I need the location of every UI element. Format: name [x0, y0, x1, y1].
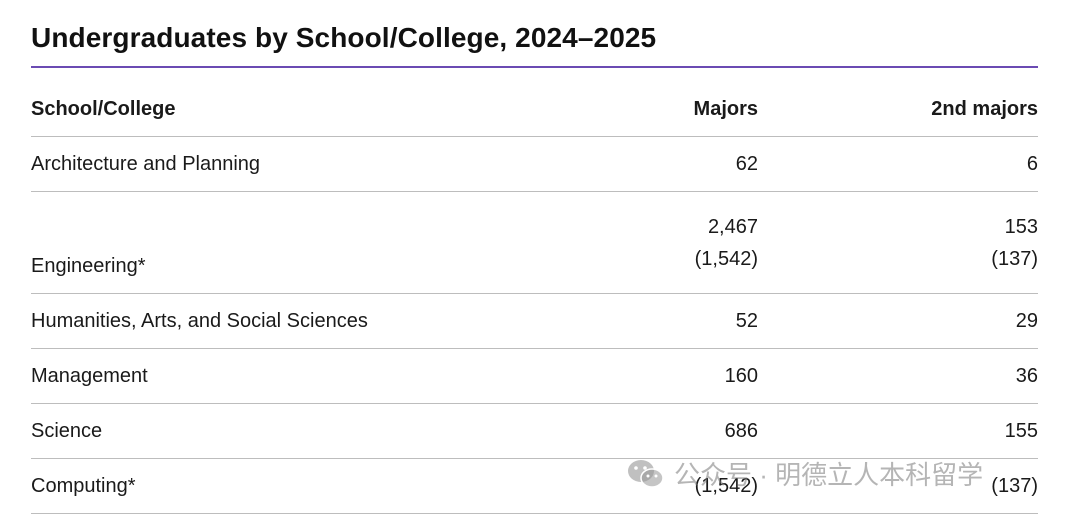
school-name: Management	[31, 348, 618, 404]
majors-cell: 2,467 (1,542)	[618, 191, 758, 294]
second-majors-value: 6	[758, 136, 1038, 192]
page-title: Undergraduates by School/College, 2024–2…	[31, 22, 657, 53]
second-majors-value: 155	[758, 403, 1038, 459]
column-header-second-majors: 2nd majors	[758, 82, 1038, 137]
majors-value: 52	[618, 293, 758, 349]
table-row: Science 686 155	[31, 403, 1038, 459]
majors-value: 2,467	[707, 215, 758, 238]
table-row: Architecture and Planning 62 6	[31, 136, 1038, 192]
second-majors-value: 153	[1004, 215, 1038, 238]
column-header-majors: Majors	[618, 82, 758, 137]
table-header-row: School/College Majors 2nd majors	[31, 82, 1038, 137]
second-majors-subvalue: (137)	[991, 247, 1038, 270]
column-header-school: School/College	[31, 82, 618, 137]
table-row: Computing* (1,542) (137)	[31, 458, 1038, 514]
school-name: Computing*	[31, 458, 618, 514]
title-divider	[31, 66, 1038, 68]
undergraduates-table: School/College Majors 2nd majors Archite…	[31, 82, 1038, 514]
majors-value: (1,542)	[618, 458, 758, 514]
table-row: Management 160 36	[31, 348, 1038, 404]
school-name: Humanities, Arts, and Social Sciences	[31, 293, 618, 349]
second-majors-value: 36	[758, 348, 1038, 404]
second-majors-value: (137)	[758, 458, 1038, 514]
school-name: Science	[31, 403, 618, 459]
table-row: Humanities, Arts, and Social Sciences 52…	[31, 293, 1038, 349]
majors-value: 62	[618, 136, 758, 192]
table-row: Engineering* 2,467 (1,542) 153 (137)	[31, 191, 1038, 294]
majors-subvalue: (1,542)	[694, 247, 758, 270]
second-majors-value: 29	[758, 293, 1038, 349]
majors-value: 160	[618, 348, 758, 404]
school-name: Architecture and Planning	[31, 136, 618, 192]
majors-value: 686	[618, 403, 758, 459]
school-name: Engineering*	[31, 191, 618, 294]
second-majors-cell: 153 (137)	[758, 191, 1038, 294]
